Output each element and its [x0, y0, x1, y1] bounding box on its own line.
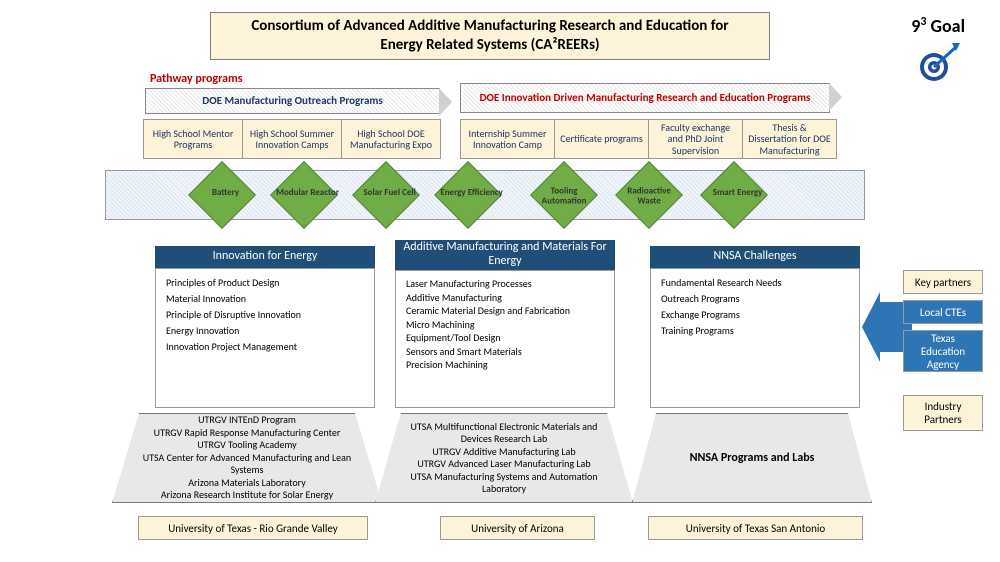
- innovation-row: Internship Summer Innovation Camp Certif…: [460, 119, 836, 159]
- list-item: Fundamental Research Needs: [661, 275, 849, 291]
- list-item: UTSA Center for Advanced Manufacturing a…: [132, 452, 362, 477]
- list-item: Additive Manufacturing: [406, 291, 604, 305]
- goal-text: 93 Goal: [911, 15, 965, 37]
- list-item: UTRGV INTEnD Program: [132, 414, 362, 427]
- diamond-label: Smart Energy: [704, 188, 772, 198]
- target-icon: [914, 37, 962, 85]
- col2-uni: University of Arizona: [440, 516, 595, 540]
- col3-uni: University of Texas San Antonio: [648, 516, 863, 540]
- list-item: Laser Manufacturing Processes: [406, 277, 604, 291]
- diamond-label: Battery: [192, 188, 260, 198]
- goal: 93 Goal: [911, 15, 965, 85]
- list-item: UTRGV Tooling Academy: [132, 439, 362, 452]
- col3-trapezoid: NNSA Programs and Labs: [632, 413, 872, 503]
- sub-box: High School Mentor Programs: [143, 119, 243, 159]
- diamond-label: Modular Reactor: [274, 188, 342, 198]
- list-item: Sensors and Smart Materials: [406, 345, 604, 359]
- banner-outreach-text: DOE Manufacturing Outreach Programs: [202, 95, 382, 107]
- col1-header: Innovation for Energy: [155, 246, 375, 268]
- list-item: Principle of Disruptive Innovation: [166, 307, 364, 323]
- sub-box: High School Summer Innovation Camps: [242, 119, 342, 159]
- list-item: Principles of Product Design: [166, 275, 364, 291]
- list-item: Innovation Project Management: [166, 339, 364, 355]
- diamond-label: Tooling Automation: [530, 186, 598, 206]
- sub-box: Certificate programs: [554, 119, 649, 159]
- col2-body: Laser Manufacturing Processes Additive M…: [395, 270, 615, 408]
- col3-header: NNSA Challenges: [650, 246, 860, 268]
- diamond-label: Radioactive Waste: [615, 186, 683, 206]
- sub-box: Internship Summer Innovation Camp: [460, 119, 555, 159]
- pathway-label: Pathway programs: [150, 72, 243, 86]
- partner-tea: Texas Education Agency: [903, 330, 983, 372]
- col1-body: Principles of Product Design Material In…: [155, 268, 375, 408]
- diamond-label: Solar Fuel Cell: [356, 188, 424, 198]
- list-item: UTRGV Advanced Laser Manufacturing Lab: [395, 458, 613, 471]
- list-item: NNSA Programs and Labs: [652, 451, 852, 466]
- list-item: Exchange Programs: [661, 307, 849, 323]
- col3-body: Fundamental Research Needs Outreach Prog…: [650, 268, 860, 408]
- title-box: Consortium of Advanced Additive Manufact…: [210, 12, 770, 60]
- list-item: Precision Machining: [406, 358, 604, 372]
- list-item: Arizona Research Institute for Solar Ene…: [132, 489, 362, 502]
- col1-trapezoid: UTRGV INTEnD Program UTRGV Rapid Respons…: [112, 413, 382, 503]
- sub-box: Thesis & Dissertation for DOE Manufactur…: [742, 119, 837, 159]
- list-item: Training Programs: [661, 323, 849, 339]
- list-item: Material Innovation: [166, 291, 364, 307]
- banner-innovation: DOE Innovation Driven Manufacturing Rese…: [460, 83, 830, 113]
- partner-industry: Industry Partners: [903, 395, 983, 431]
- banner-outreach: DOE Manufacturing Outreach Programs: [145, 88, 440, 114]
- list-item: Ceramic Material Design and Fabrication: [406, 304, 604, 318]
- sub-box: Faculty exchange and PhD Joint Supervisi…: [648, 119, 743, 159]
- list-item: Energy Innovation: [166, 323, 364, 339]
- banner-innovation-text: DOE Innovation Driven Manufacturing Rese…: [480, 92, 811, 104]
- diamond-label: Energy Efficiency: [438, 188, 506, 198]
- list-item: UTSA Multifunctional Electronic Material…: [395, 421, 613, 446]
- outreach-row: High School Mentor Programs High School …: [143, 119, 440, 159]
- title-text: Consortium of Advanced Additive Manufact…: [231, 17, 749, 55]
- list-item: UTSA Manufacturing Systems and Automatio…: [395, 471, 613, 496]
- col2-header: Additive Manufacturing and Materials For…: [395, 240, 615, 270]
- sub-box: High School DOE Manufacturing Expo: [341, 119, 441, 159]
- partner-key: Key partners: [903, 270, 983, 294]
- partner-cte: Local CTEs: [903, 300, 983, 324]
- col1-uni: University of Texas - Rio Grande Valley: [138, 516, 368, 540]
- list-item: Micro Machining: [406, 318, 604, 332]
- list-item: Equipment/Tool Design: [406, 331, 604, 345]
- col2-trapezoid: UTSA Multifunctional Electronic Material…: [375, 413, 633, 503]
- list-item: Outreach Programs: [661, 291, 849, 307]
